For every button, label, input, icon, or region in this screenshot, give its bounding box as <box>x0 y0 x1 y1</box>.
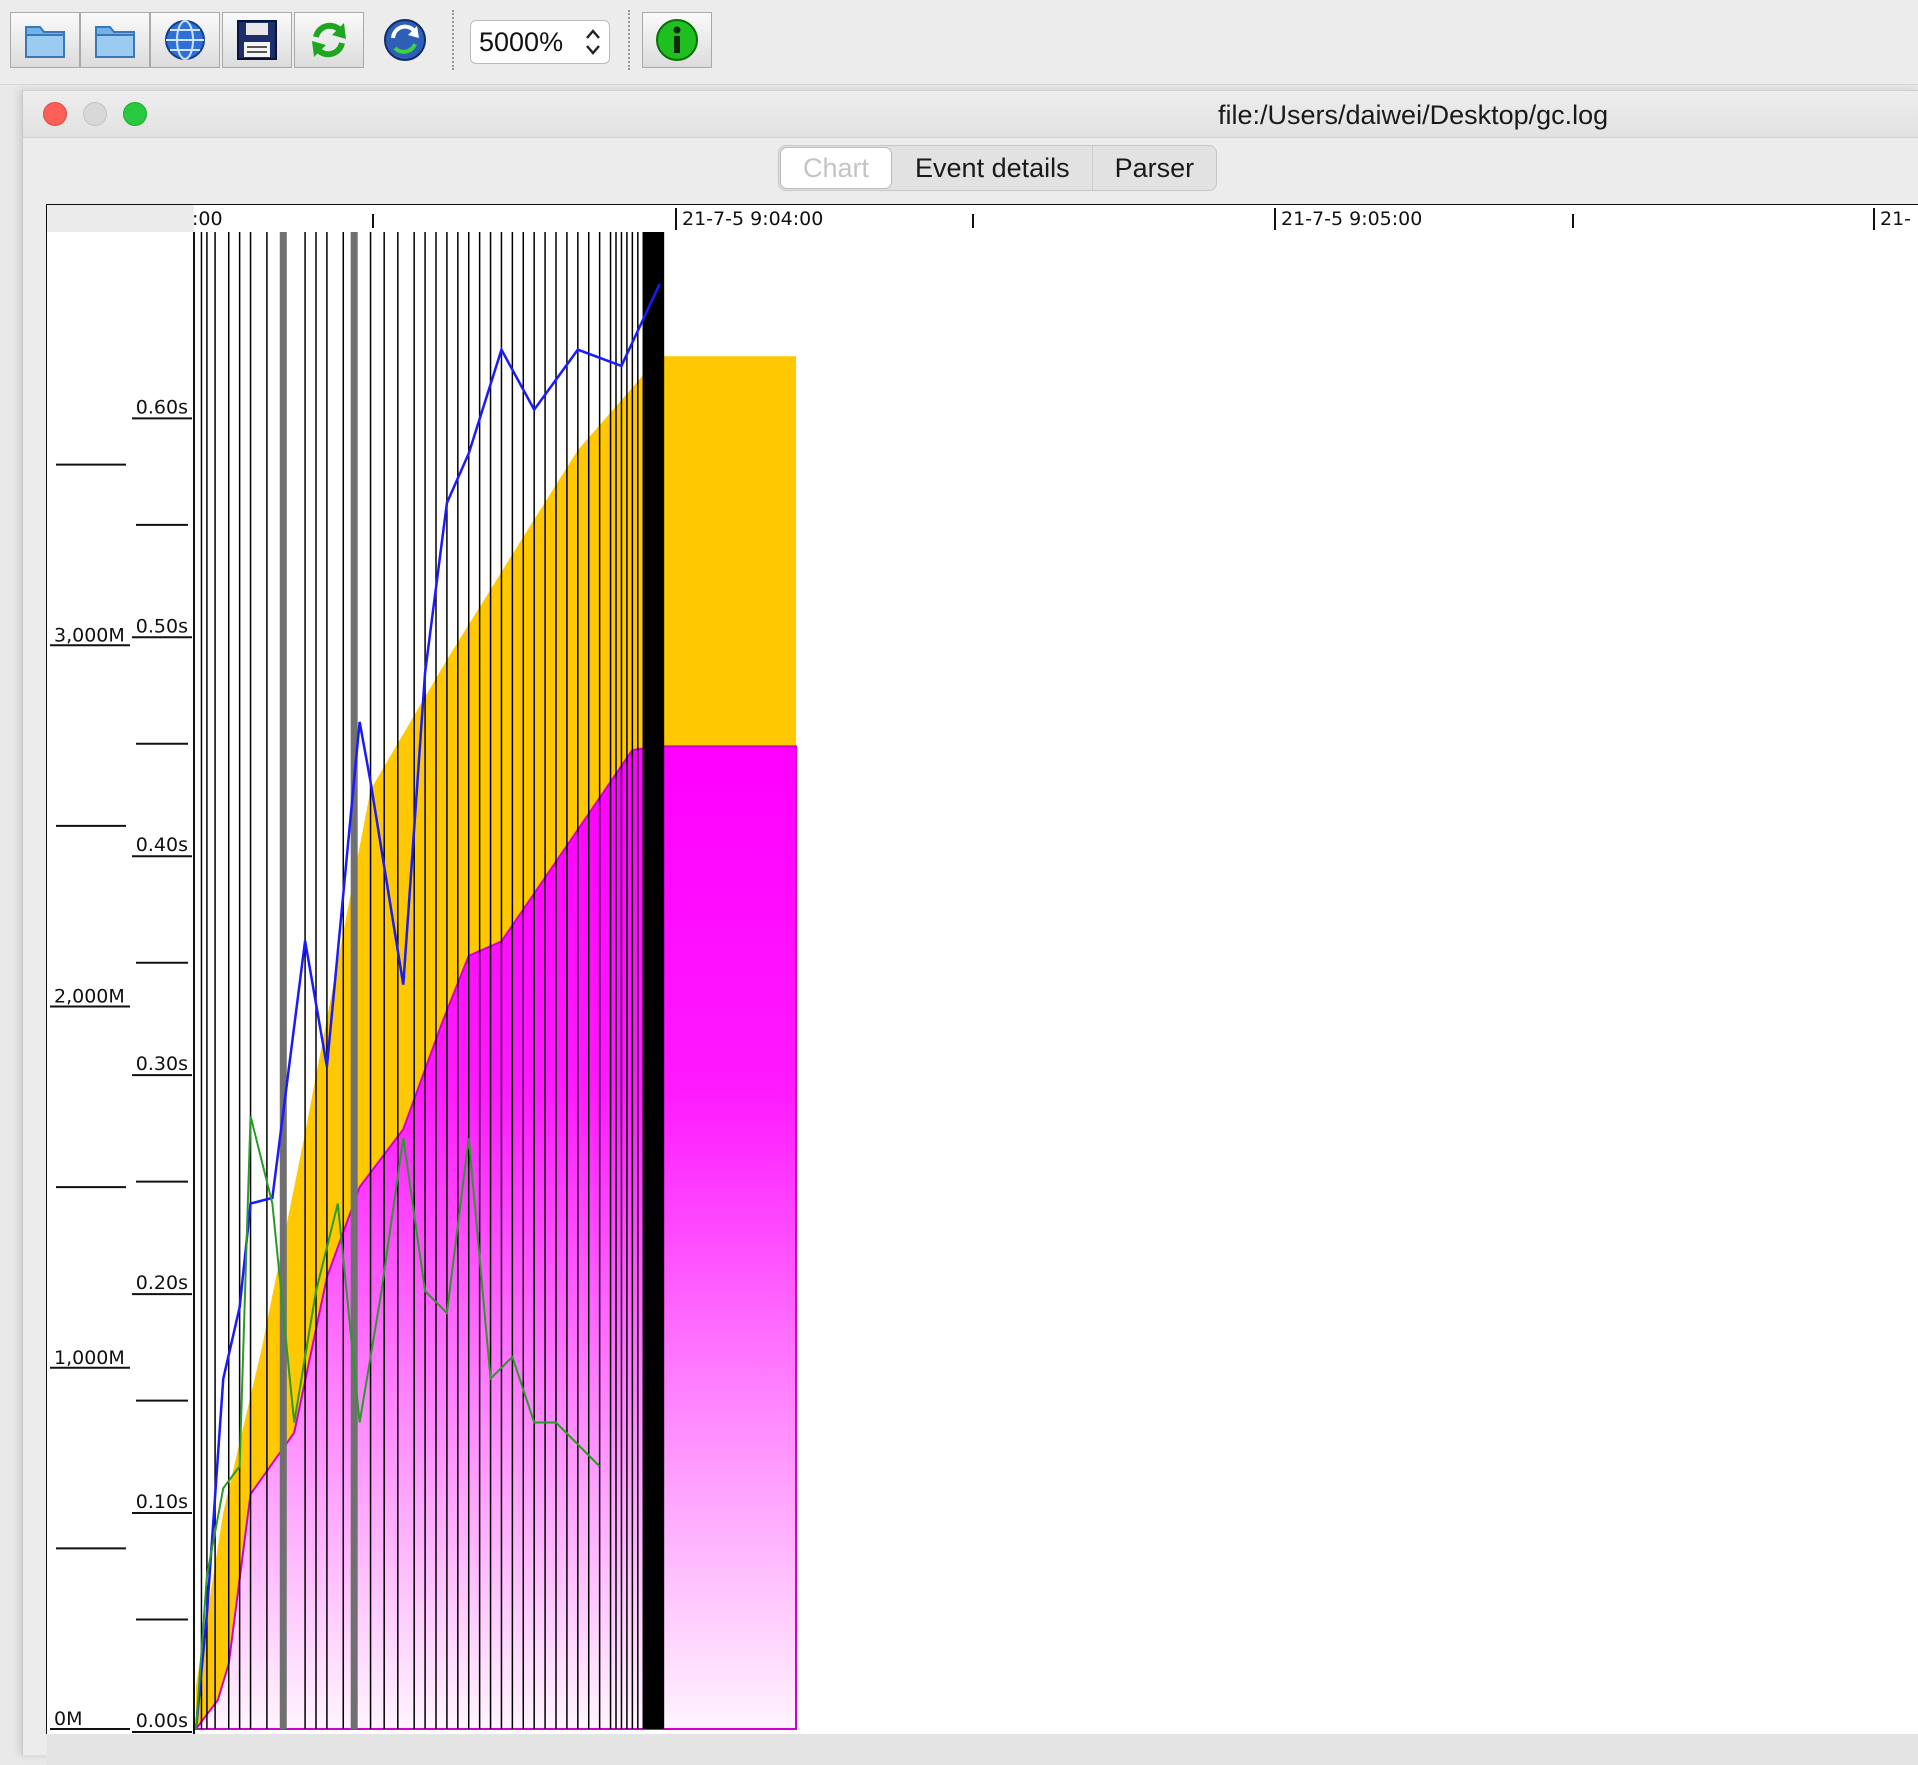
open-file-icon <box>25 26 65 58</box>
watch-button[interactable] <box>370 12 440 68</box>
zoom-stepper[interactable]: 5000% <box>470 20 610 64</box>
main-toolbar: 5000% <box>0 0 1918 85</box>
refresh-button[interactable] <box>294 12 364 68</box>
open-url-icon <box>165 20 205 60</box>
tab-event-details[interactable]: Event details <box>893 146 1093 190</box>
save-icon <box>237 20 277 60</box>
x-tick-label: 21-7-5 9:04:00 <box>682 208 823 230</box>
y-time-tick-label: 0.40s <box>136 834 188 856</box>
tab-parser[interactable]: Parser <box>1114 152 1195 183</box>
x-tick-label: 21- <box>1880 208 1911 230</box>
used-heap-line <box>194 283 661 1730</box>
window-close-button[interactable] <box>43 102 67 126</box>
time-axis-corner <box>46 204 194 232</box>
toolbar-separator <box>452 10 454 70</box>
tab-chart[interactable]: Chart <box>780 147 893 189</box>
window-title: file:/Users/daiwei/Desktop/gc.log <box>1218 100 1609 130</box>
y-time-tick-label: 0.10s <box>136 1491 188 1513</box>
stepper-arrows-icon[interactable] <box>581 24 605 60</box>
y-memory-tick-label: 0M <box>54 1708 82 1730</box>
gc-event-cluster <box>643 232 665 1729</box>
time-axis-strip <box>46 204 1918 232</box>
watch-icon <box>384 19 426 61</box>
open-url-button[interactable] <box>150 12 220 68</box>
info-icon <box>656 19 698 61</box>
window-titlebar: file:/Users/daiwei/Desktop/gc.log <box>23 91 1918 138</box>
window-minimize-button[interactable] <box>83 102 107 126</box>
zoom-value[interactable]: 5000% <box>479 27 564 57</box>
refresh-icon <box>312 22 346 58</box>
y-memory-tick-label: 2,000M <box>54 986 125 1008</box>
y-time-tick-label: 0.00s <box>136 1710 188 1732</box>
toolbar-separator <box>628 10 630 70</box>
window-maximize-button[interactable] <box>123 102 147 126</box>
y-time-tick-label: 0.60s <box>136 396 188 418</box>
info-button[interactable] <box>642 12 712 68</box>
y-time-tick-label: 0.50s <box>136 615 188 637</box>
gc-chart[interactable]: 0.60s 0.50s 0.40s 0.30s 0.20s 0.10s 0.00s 3,000… <box>46 204 1918 1734</box>
y-axis-strip <box>46 232 194 1734</box>
x-tick-label: 21-7-5 9:05:00 <box>1281 208 1422 230</box>
y-memory-tick-label: 1,000M <box>54 1347 125 1369</box>
gc-pause-line <box>195 1115 601 1730</box>
y-memory-tick-label: 3,000M <box>54 624 125 646</box>
view-tabs: Chart Event details Parser <box>778 145 1218 191</box>
x-tick-label: :00 <box>192 208 223 230</box>
y-time-tick-label: 0.30s <box>136 1053 188 1075</box>
y-time-tick-label: 0.20s <box>136 1272 188 1294</box>
open-folder-icon <box>95 26 135 58</box>
save-button[interactable] <box>222 12 292 68</box>
open-file-button[interactable] <box>10 12 80 68</box>
open-folder-button[interactable] <box>80 12 150 68</box>
